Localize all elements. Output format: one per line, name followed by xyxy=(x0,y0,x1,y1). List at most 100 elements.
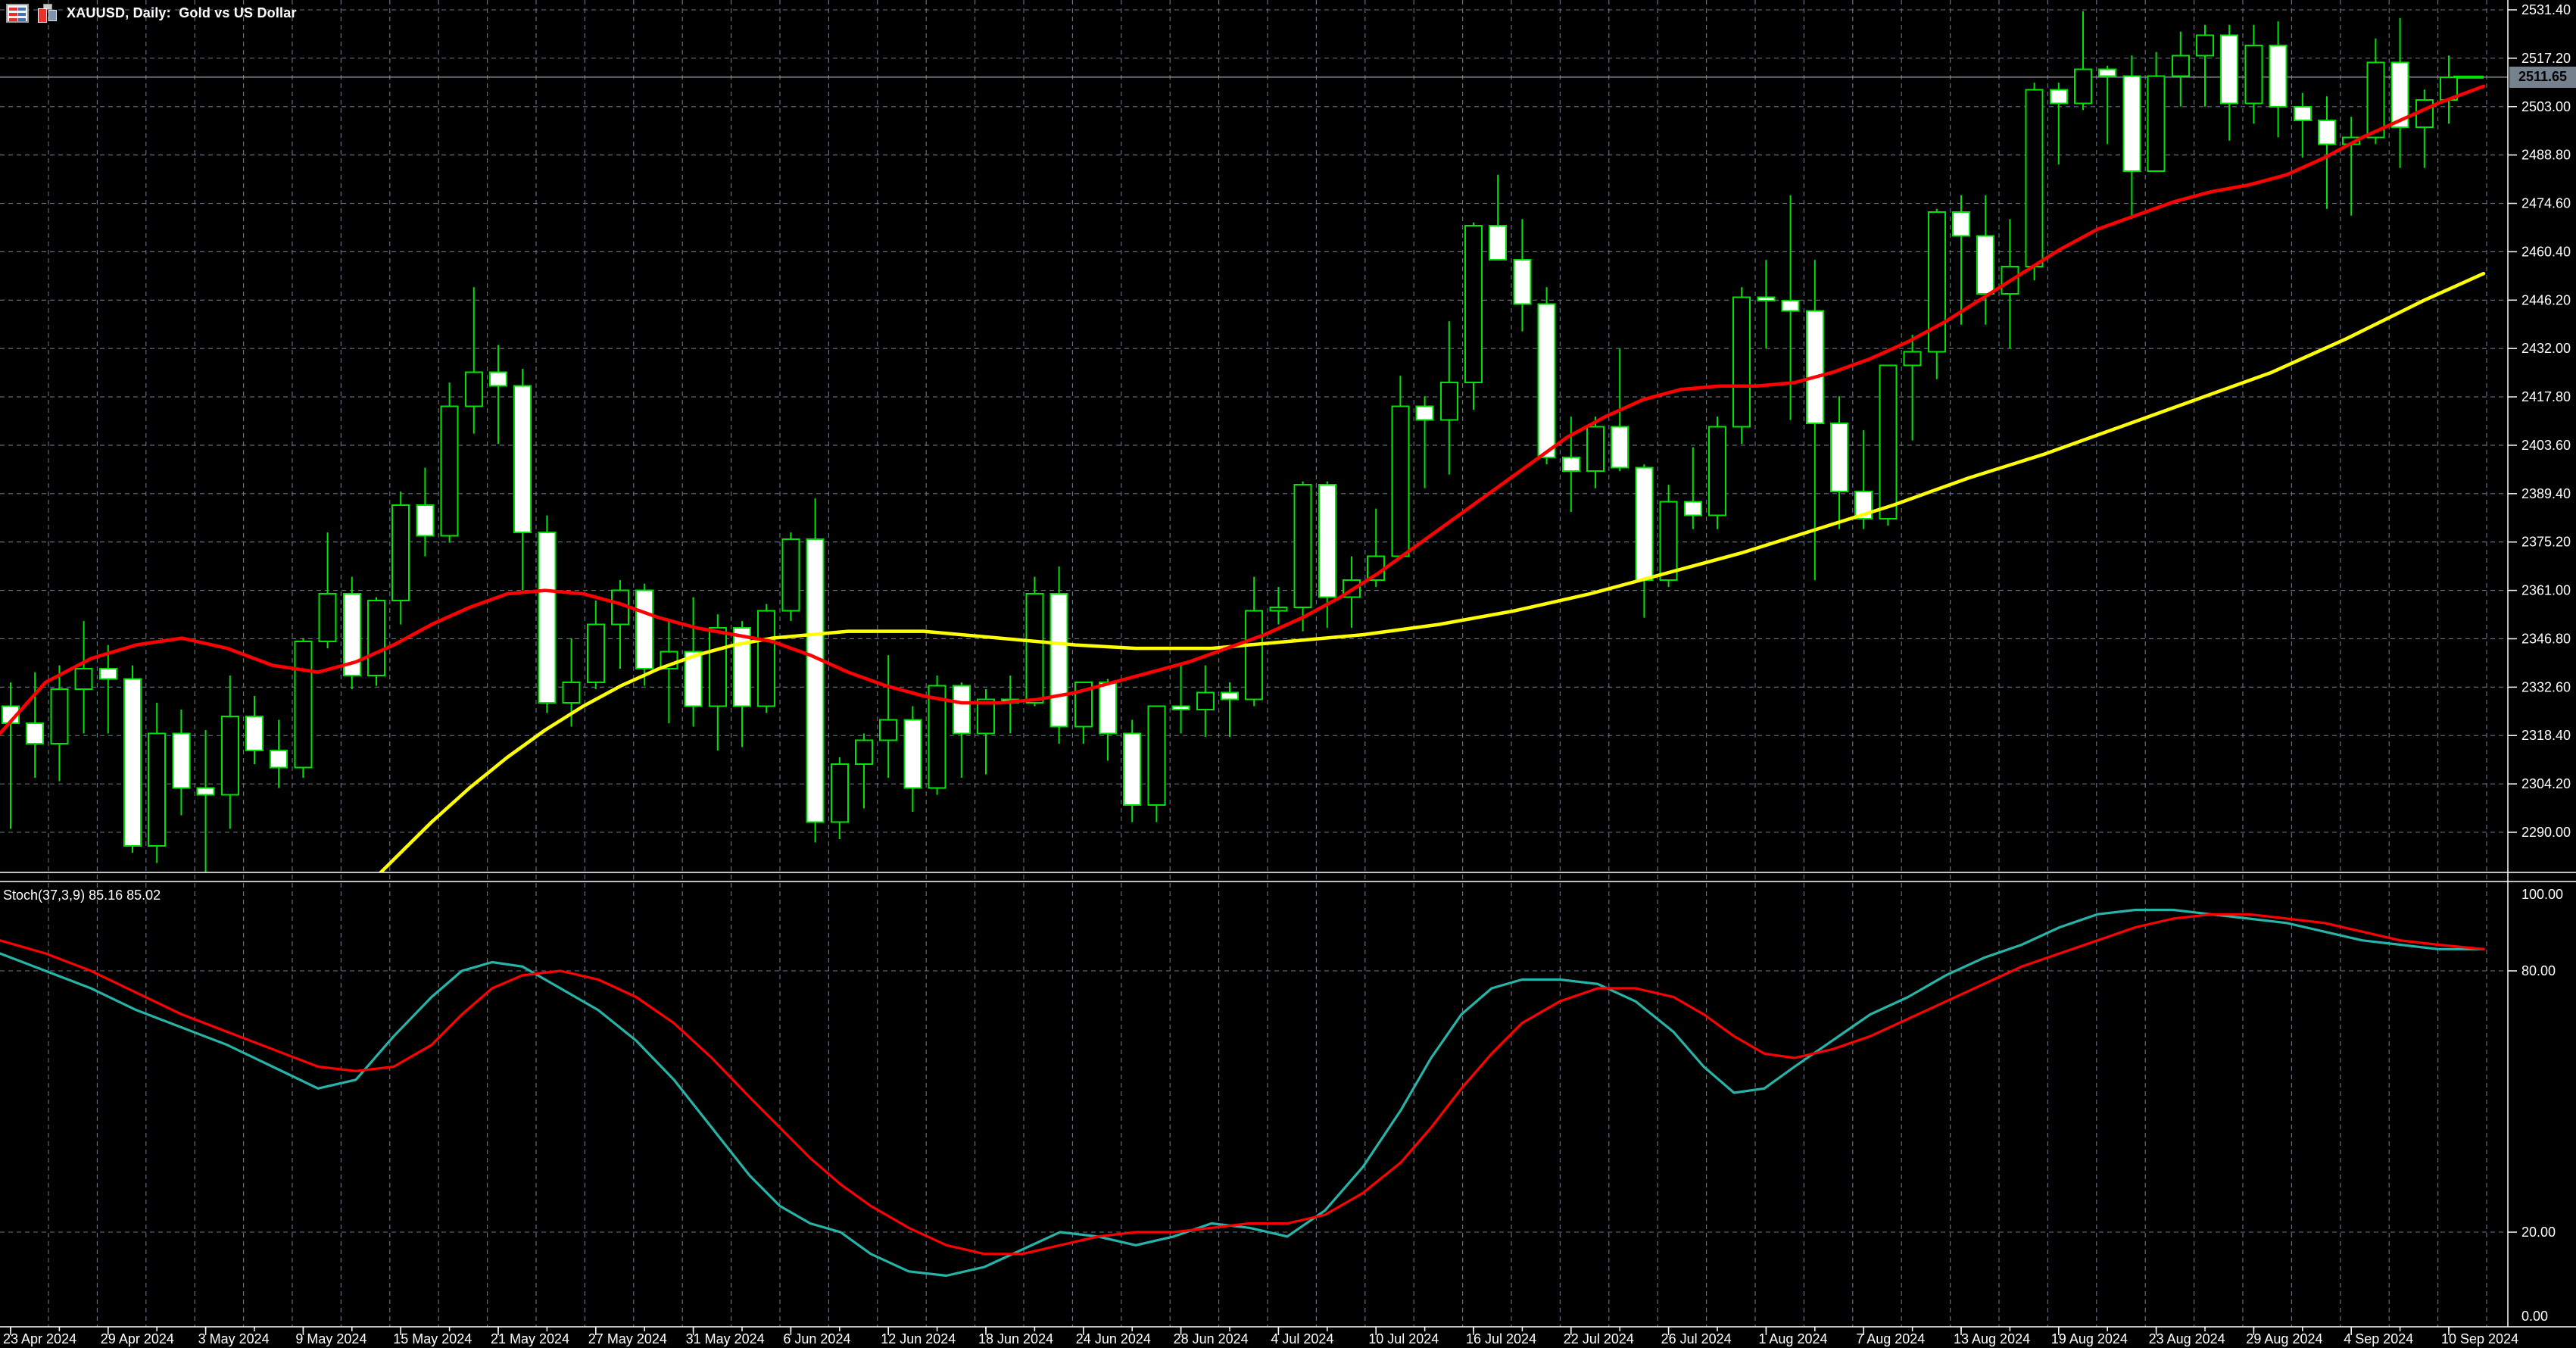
candle[interactable] xyxy=(220,676,239,829)
candle[interactable] xyxy=(294,638,313,779)
candle[interactable] xyxy=(1805,260,1824,581)
candle[interactable] xyxy=(1927,208,1946,379)
svg-text:9 May 2024: 9 May 2024 xyxy=(295,1331,366,1346)
candle[interactable] xyxy=(245,696,264,765)
candle[interactable] xyxy=(1074,682,1093,744)
candle[interactable] xyxy=(586,601,605,690)
candle[interactable] xyxy=(1586,417,1605,488)
svg-text:2432.00: 2432.00 xyxy=(2521,341,2571,356)
candle[interactable] xyxy=(26,672,45,779)
candle[interactable] xyxy=(440,382,459,543)
candle[interactable] xyxy=(928,676,947,795)
candle[interactable] xyxy=(2366,38,2385,145)
candle[interactable] xyxy=(1439,321,1458,475)
candle[interactable] xyxy=(1879,364,1898,526)
panel-separator[interactable] xyxy=(0,872,2576,882)
candle[interactable] xyxy=(342,576,361,690)
candle[interactable] xyxy=(2293,92,2312,158)
candle[interactable] xyxy=(416,467,435,557)
candle[interactable] xyxy=(1489,174,1508,261)
candle[interactable] xyxy=(2122,55,2141,220)
candle[interactable] xyxy=(1513,219,1532,332)
svg-text:2531.40: 2531.40 xyxy=(2521,2,2571,17)
candle[interactable] xyxy=(270,719,288,788)
candle[interactable] xyxy=(781,532,800,622)
candle[interactable] xyxy=(196,730,215,876)
candle[interactable] xyxy=(123,665,142,853)
candle[interactable] xyxy=(2269,21,2288,138)
candle[interactable] xyxy=(1537,287,1556,465)
candle[interactable] xyxy=(1196,665,1215,738)
svg-text:1 Aug 2024: 1 Aug 2024 xyxy=(1758,1331,1827,1346)
svg-text:23 Aug 2024: 23 Aug 2024 xyxy=(2149,1331,2225,1346)
candle[interactable] xyxy=(1757,260,1776,349)
candle[interactable] xyxy=(538,515,557,713)
candle[interactable] xyxy=(830,757,849,840)
candle[interactable] xyxy=(2196,24,2214,107)
candle[interactable] xyxy=(1293,481,1312,632)
candle[interactable] xyxy=(2220,24,2239,141)
candle[interactable] xyxy=(733,621,751,747)
candle[interactable] xyxy=(1318,481,1336,629)
candle[interactable] xyxy=(74,621,93,734)
candle[interactable] xyxy=(98,644,117,734)
time-axis[interactable]: 23 Apr 2024 29 Apr 2024 3 May 2024 9 May 20… xyxy=(3,1327,2518,1346)
candle[interactable] xyxy=(513,369,532,591)
svg-text:2346.80: 2346.80 xyxy=(2521,631,2571,646)
candle[interactable] xyxy=(1708,417,1726,529)
candle[interactable] xyxy=(1659,485,1678,588)
candle[interactable] xyxy=(1903,335,1922,441)
candle[interactable] xyxy=(2318,96,2336,209)
svg-text:22 Jul 2024: 22 Jul 2024 xyxy=(1564,1331,1634,1346)
candle[interactable] xyxy=(2147,51,2166,173)
candle[interactable] xyxy=(1123,719,1142,822)
candle[interactable] xyxy=(464,287,483,434)
candle[interactable] xyxy=(2025,83,2044,281)
svg-text:80.00: 80.00 xyxy=(2521,963,2556,978)
candle[interactable] xyxy=(903,706,922,813)
candle[interactable] xyxy=(1464,222,1483,410)
candle[interactable] xyxy=(1415,396,1434,488)
candle[interactable] xyxy=(757,604,776,713)
svg-text:2474.60: 2474.60 xyxy=(2521,196,2571,211)
candle[interactable] xyxy=(1952,195,1970,325)
svg-text:26 Jul 2024: 26 Jul 2024 xyxy=(1661,1331,1732,1346)
svg-text:21 May 2024: 21 May 2024 xyxy=(491,1331,569,1346)
candle[interactable] xyxy=(1025,576,1044,707)
candle[interactable] xyxy=(1830,396,1848,529)
svg-text:2375.20: 2375.20 xyxy=(2521,535,2571,550)
candle[interactable] xyxy=(1732,287,1751,445)
candle[interactable] xyxy=(1049,566,1068,744)
candle[interactable] xyxy=(391,491,410,625)
svg-text:15 May 2024: 15 May 2024 xyxy=(393,1331,472,1346)
candle[interactable] xyxy=(1221,682,1239,738)
candle[interactable] xyxy=(1976,195,1995,325)
candle[interactable] xyxy=(879,655,898,779)
candle[interactable] xyxy=(489,345,507,445)
candle[interactable] xyxy=(2049,83,2068,165)
candle[interactable] xyxy=(1245,576,1264,707)
candle[interactable] xyxy=(952,682,971,779)
candle[interactable] xyxy=(684,597,703,727)
candle[interactable] xyxy=(1683,447,1702,529)
candle[interactable] xyxy=(2171,31,2190,107)
candle[interactable] xyxy=(1561,417,1580,513)
candle[interactable] xyxy=(2098,65,2117,145)
candle[interactable] xyxy=(1269,587,1288,625)
price-axis[interactable]: 2531.40 2517.20 2503.00 2488.80 2474.60 2460.… xyxy=(2508,2,2571,1324)
candle[interactable] xyxy=(2244,24,2263,124)
candle[interactable] xyxy=(367,597,385,686)
candle[interactable] xyxy=(1171,665,1190,734)
candle[interactable] xyxy=(2390,17,2409,168)
candle[interactable] xyxy=(50,665,69,782)
candle[interactable] xyxy=(806,498,825,843)
candle[interactable] xyxy=(2074,11,2092,111)
candle[interactable] xyxy=(318,532,337,649)
candle[interactable] xyxy=(172,710,191,816)
candle[interactable] xyxy=(1099,679,1117,761)
candle[interactable] xyxy=(148,703,167,863)
candle[interactable] xyxy=(1147,705,1166,822)
candle[interactable] xyxy=(855,733,873,809)
